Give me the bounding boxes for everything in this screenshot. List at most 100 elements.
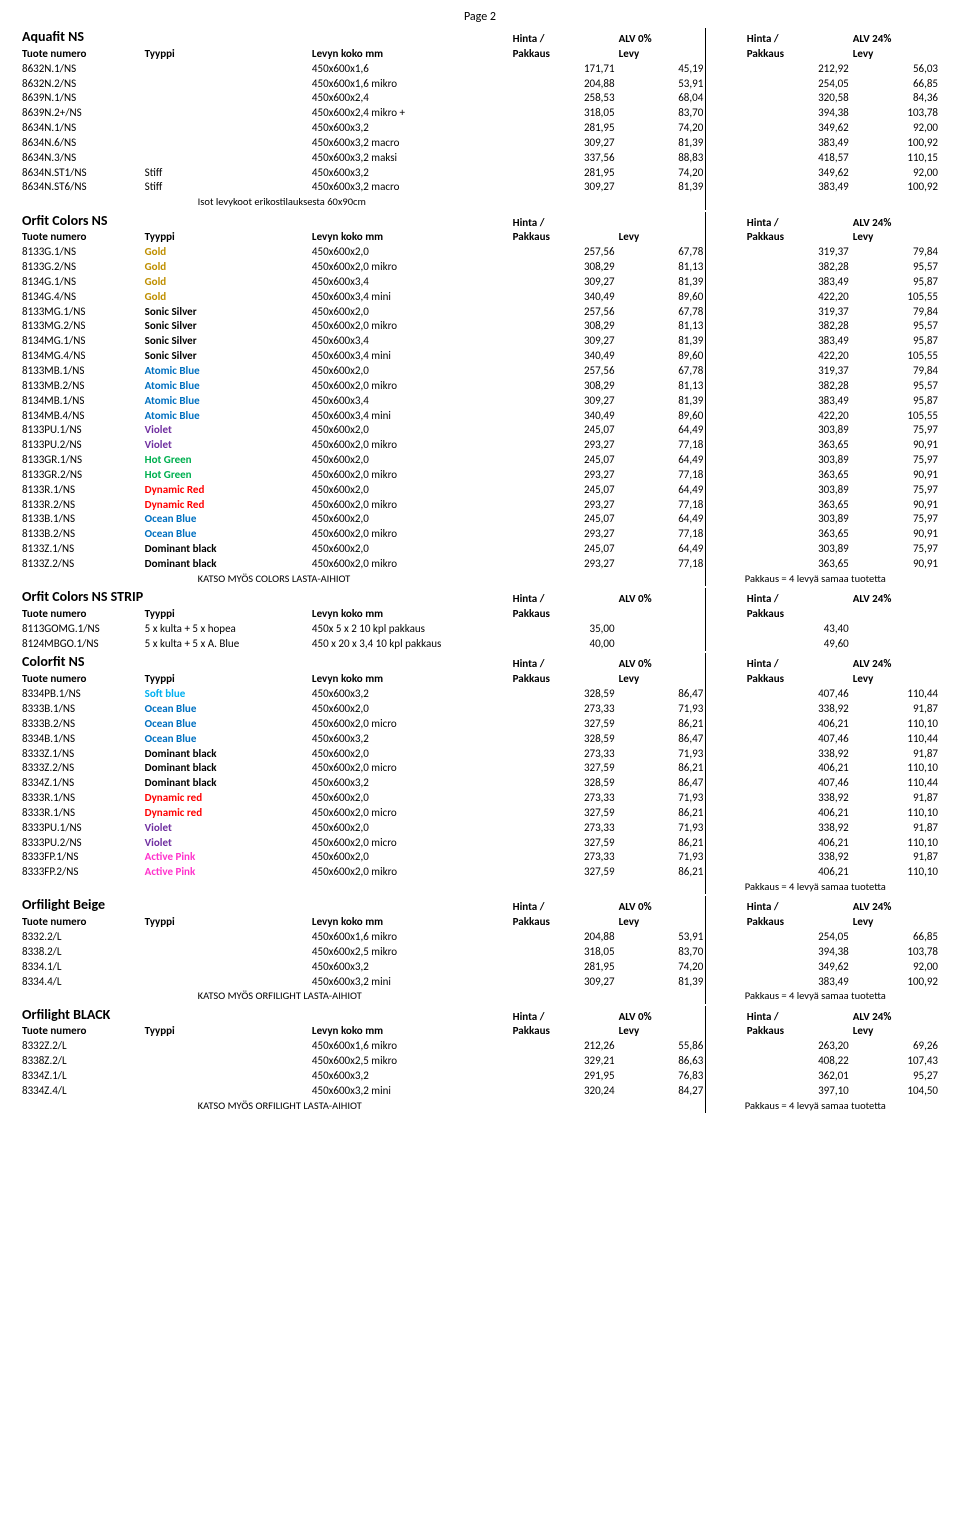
price-levy-24: 110,44 <box>851 732 940 747</box>
data-row: 8333Z.2/NSDominant black450x600x2,0 micr… <box>20 761 940 776</box>
product-type: 5 x kulta + 5 x hopea <box>143 622 310 637</box>
price-pkg-24: 254,05 <box>745 930 851 945</box>
hdr-alv0: ALV 0% <box>617 1006 706 1025</box>
data-row: 8133Z.2/NSDominant black450x600x2,0 mikr… <box>20 557 940 572</box>
price-levy-24: 91,87 <box>851 747 940 762</box>
price-pkg-0: 273,33 <box>511 850 617 865</box>
price-levy-0: 74,20 <box>617 960 706 975</box>
price-levy-24: 110,44 <box>851 776 940 791</box>
board-size: 450x600x2,0 <box>310 542 511 557</box>
price-pkg-0: 328,59 <box>511 776 617 791</box>
cell <box>706 836 745 851</box>
board-size: 450x600x2,0 mikro <box>310 468 511 483</box>
board-size: 450x600x2,0 mikro <box>310 379 511 394</box>
product-type: 5 x kulta + 5 x A. Blue <box>143 637 310 652</box>
product-code: 8133B.1/NS <box>20 512 143 527</box>
product-code: 8334Z.4/L <box>20 1084 143 1099</box>
data-row: 8334PB.1/NSSoft blue450x600x3,2328,5986,… <box>20 687 940 702</box>
price-levy-24: 75,97 <box>851 423 940 438</box>
price-levy-24: 103,78 <box>851 945 940 960</box>
product-code: 8134MG.4/NS <box>20 349 143 364</box>
board-size: 450x600x2,4 <box>310 91 511 106</box>
price-pkg-0: 273,33 <box>511 702 617 717</box>
cell <box>706 47 745 62</box>
price-levy-24: 75,97 <box>851 453 940 468</box>
price-levy-0: 86,63 <box>617 1054 706 1069</box>
cell <box>706 915 745 930</box>
footnote-right <box>745 195 940 209</box>
product-code: 8338.2/L <box>20 945 143 960</box>
price-levy-0: 86,47 <box>617 732 706 747</box>
product-type: Violet <box>143 423 310 438</box>
price-pkg-0: 309,27 <box>511 136 617 151</box>
cell <box>706 791 745 806</box>
cell <box>706 394 745 409</box>
cell <box>706 588 745 607</box>
product-code: 8133G.2/NS <box>20 260 143 275</box>
board-size: 450x600x2,0 <box>310 747 511 762</box>
product-code: 8134G.1/NS <box>20 275 143 290</box>
cell <box>706 180 745 195</box>
product-code: 8133MB.1/NS <box>20 364 143 379</box>
cell <box>706 850 745 865</box>
product-type: Dynamic Red <box>143 483 310 498</box>
product-code: 8338Z.2/L <box>20 1054 143 1069</box>
price-levy-0: 83,70 <box>617 106 706 121</box>
cell <box>706 334 745 349</box>
section-title: Aquafit NS <box>22 28 84 45</box>
price-levy-0: 86,21 <box>617 806 706 821</box>
hdr-hinta24: Hinta / <box>745 588 851 607</box>
price-pkg-0: 340,49 <box>511 349 617 364</box>
cell <box>706 1024 745 1039</box>
price-pkg-0: 204,88 <box>511 77 617 92</box>
price-levy-0: 76,83 <box>617 1069 706 1084</box>
price-pkg-0: 212,26 <box>511 1039 617 1054</box>
hdr-alv0: ALV 0% <box>617 588 706 607</box>
product-code: 8632N.2/NS <box>20 77 143 92</box>
hdr-pakkaus24: Pakkaus <box>745 230 851 245</box>
price-pkg-24: 319,37 <box>745 305 851 320</box>
price-levy-24: 110,10 <box>851 806 940 821</box>
data-row: 8639N.2+/NS450x600x2,4 mikro +318,0583,7… <box>20 106 940 121</box>
cell <box>706 557 745 572</box>
board-size: 450x600x3,2 macro <box>310 180 511 195</box>
cell <box>706 349 745 364</box>
footnote-left: KATSO MYÖS COLORS LASTA-AIHIOT <box>143 572 511 586</box>
product-code: 8134MB.4/NS <box>20 409 143 424</box>
product-code: 8133GR.2/NS <box>20 468 143 483</box>
product-type: Dynamic red <box>143 806 310 821</box>
product-code: 8634N.1/NS <box>20 121 143 136</box>
product-type <box>143 121 310 136</box>
hdr-tyyppi: Tyyppi <box>143 915 310 930</box>
product-type: Active Pink <box>143 865 310 880</box>
data-row: 8133MG.1/NSSonic Silver450x600x2,0257,56… <box>20 305 940 320</box>
price-pkg-0: 309,27 <box>511 975 617 990</box>
footnote-row: KATSO MYÖS COLORS LASTA-AIHIOTPakkaus = … <box>20 572 940 586</box>
section-table: Orfilight BeigeHinta /ALV 0%Hinta /ALV 2… <box>20 896 940 1003</box>
price-pkg-0: 204,88 <box>511 930 617 945</box>
hdr-pakkaus0: Pakkaus <box>511 915 617 930</box>
price-pkg-24: 363,65 <box>745 527 851 542</box>
price-levy-0: 77,18 <box>617 527 706 542</box>
section-title-cell: Orfilight Beige <box>20 896 143 915</box>
hdr-pakkaus0: Pakkaus <box>511 672 617 687</box>
data-row: 8133MB.1/NSAtomic Blue450x600x2,0257,566… <box>20 364 940 379</box>
product-type <box>143 960 310 975</box>
price-pkg-0: 308,29 <box>511 379 617 394</box>
price-pkg-24: 406,21 <box>745 717 851 732</box>
product-type: Sonic Silver <box>143 349 310 364</box>
cell <box>706 275 745 290</box>
price-pkg-24: 394,38 <box>745 945 851 960</box>
board-size: 450x600x1,6 mikro <box>310 1039 511 1054</box>
footnote-row: Pakkaus = 4 levyä samaa tuotetta <box>20 880 940 894</box>
product-type: Atomic Blue <box>143 409 310 424</box>
price-pkg-24: 363,65 <box>745 498 851 513</box>
hdr-hinta24: Hinta / <box>745 28 851 47</box>
price-levy-24: 69,26 <box>851 1039 940 1054</box>
price-pkg-24: 397,10 <box>745 1084 851 1099</box>
price-pkg-24: 338,92 <box>745 791 851 806</box>
data-row: 8634N.6/NS450x600x3,2 macro309,2781,3938… <box>20 136 940 151</box>
cell <box>143 28 310 47</box>
product-type <box>143 945 310 960</box>
data-row: 8133R.2/NSDynamic Red450x600x2,0 mikro29… <box>20 498 940 513</box>
